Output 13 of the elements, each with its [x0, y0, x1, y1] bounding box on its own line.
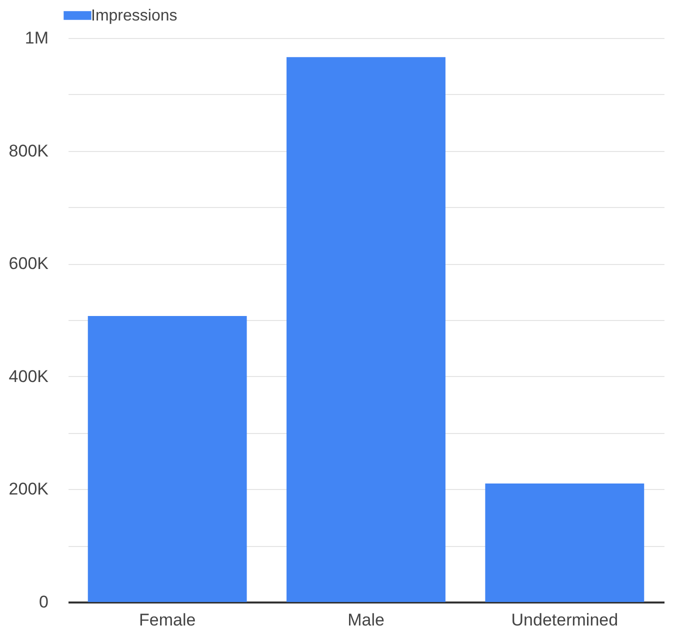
bar: [485, 484, 644, 602]
x-tick-label: Female: [138, 610, 196, 630]
legend-label: Impressions: [91, 8, 178, 24]
y-tick-label: 0: [39, 592, 48, 612]
bar: [88, 316, 247, 602]
y-tick-label: 200K: [8, 480, 50, 499]
x-tick-label: Undetermined: [511, 610, 618, 630]
x-tick-label: Male: [348, 610, 384, 630]
y-tick-label: 400K: [8, 366, 50, 386]
y-tick-label: 800K: [8, 141, 50, 160]
y-tick-label: 600K: [8, 254, 50, 274]
bar: [286, 57, 446, 602]
y-tick-label: 1M: [24, 28, 48, 48]
